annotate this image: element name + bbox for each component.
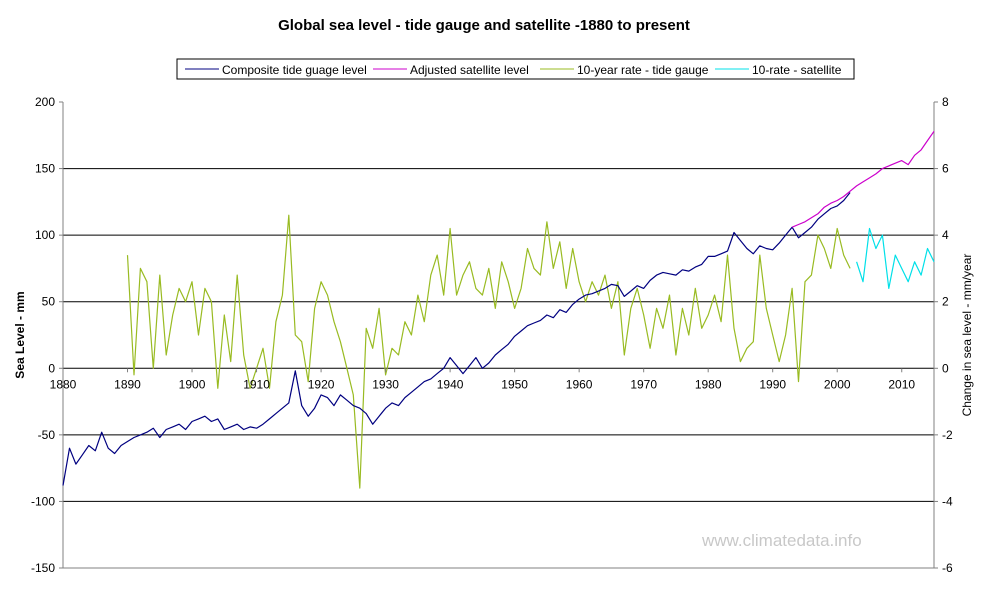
x-tick-label: 1880 [50, 377, 77, 391]
x-tick-label: 1950 [501, 377, 528, 391]
tide-gauge-level-line [62, 192, 851, 486]
x-tick-label: 1970 [630, 377, 657, 391]
right-tick-label: -6 [942, 561, 953, 575]
right-tick-label: 8 [942, 95, 949, 109]
x-tick-label: 1930 [372, 377, 399, 391]
chart-title: Global sea level - tide gauge and satell… [278, 17, 690, 34]
right-axis-ticks: 8 6 4 2 0 -2 -4 -6 [934, 95, 953, 575]
x-tick-label: 1980 [695, 377, 722, 391]
x-tick-label: 1920 [308, 377, 335, 391]
left-tick-label: -100 [31, 494, 55, 508]
x-tick-label: 2010 [888, 377, 915, 391]
series-layer [62, 130, 935, 489]
x-tick-label: 1940 [437, 377, 464, 391]
x-tick-label: 1900 [179, 377, 206, 391]
x-tick-label: 1890 [114, 377, 141, 391]
x-tick-label: 1990 [759, 377, 786, 391]
left-tick-label: 150 [35, 162, 55, 176]
left-tick-label: 0 [48, 361, 55, 375]
left-axis-title: Sea Level - mm [13, 291, 27, 378]
left-tick-label: -50 [38, 428, 56, 442]
left-tick-label: 100 [35, 228, 55, 242]
x-axis-ticks: 1880 1890 1900 1910 1920 1930 1940 1950 1960 1970… [50, 368, 915, 391]
axes [62, 102, 935, 569]
legend: Composite tide guage level Adjusted sate… [176, 58, 855, 80]
right-tick-label: 0 [942, 361, 949, 375]
right-axis-title: Change in sea level - mm/year [960, 254, 974, 417]
legend-label-tide-gauge-level: Composite tide guage level [222, 63, 367, 77]
gridlines [63, 168, 934, 502]
left-axis-ticks: 200 150 100 50 0 -50 -100 -150 [31, 95, 63, 575]
left-tick-label: -150 [31, 561, 55, 575]
x-tick-label: 2000 [824, 377, 851, 391]
tide-gauge-rate-line [126, 214, 851, 489]
right-tick-label: -2 [942, 428, 953, 442]
right-tick-label: 6 [942, 162, 949, 176]
legend-label-satellite-rate: 10-rate - satellite [752, 63, 842, 77]
x-tick-label: 1960 [566, 377, 593, 391]
left-tick-label: 50 [42, 295, 56, 309]
x-tick-label: 1910 [243, 377, 270, 391]
satellite-level-line [791, 130, 935, 228]
right-tick-label: 4 [942, 228, 949, 242]
right-tick-label: -4 [942, 494, 953, 508]
legend-label-tide-gauge-rate: 10-year rate - tide gauge [577, 63, 709, 77]
watermark: www.climatedata.info [701, 531, 862, 550]
left-tick-label: 200 [35, 95, 55, 109]
satellite-rate-line [856, 227, 935, 289]
right-tick-label: 2 [942, 295, 949, 309]
legend-box [176, 58, 855, 80]
legend-label-satellite-level: Adjusted satellite level [410, 63, 529, 77]
